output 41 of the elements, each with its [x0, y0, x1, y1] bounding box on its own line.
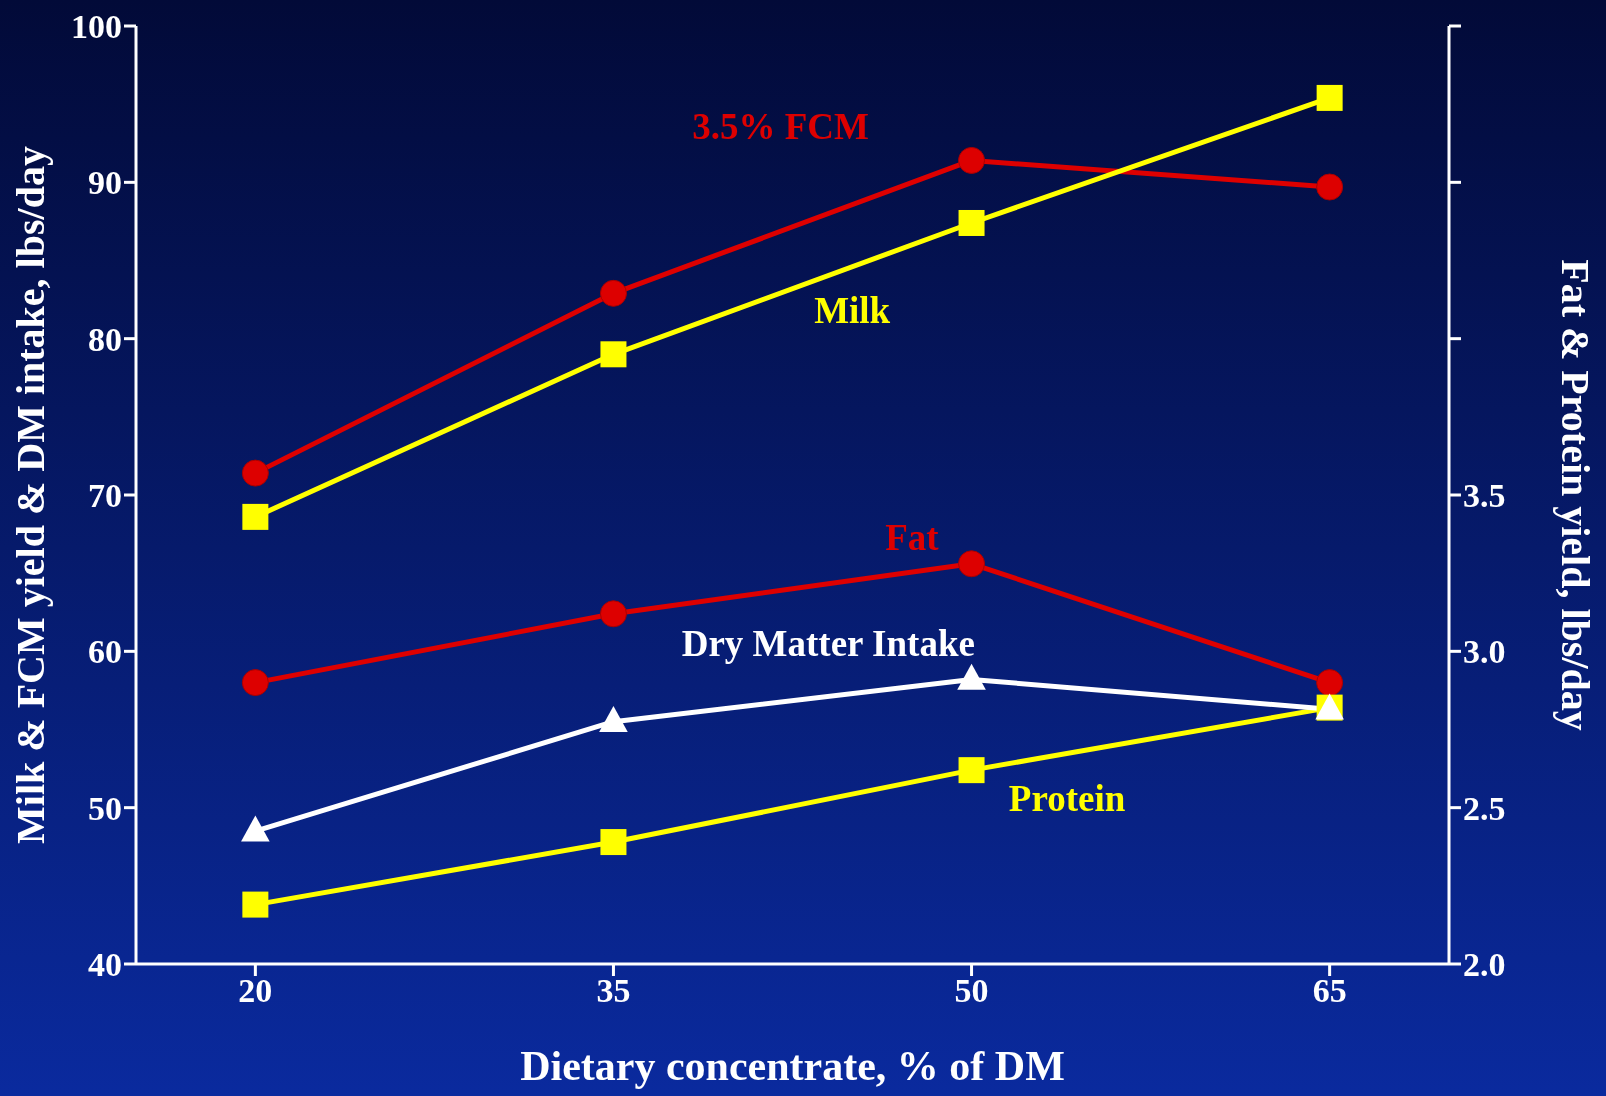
x-tick-label: 50	[954, 972, 989, 1010]
point	[1316, 173, 1344, 201]
y2-tick-label: 2.0	[1463, 946, 1506, 984]
point	[241, 815, 270, 842]
y2-tick-label: 2.5	[1463, 789, 1506, 827]
y-tick-label: 40	[88, 946, 122, 984]
y-tick-label: 70	[88, 477, 122, 515]
point	[241, 459, 269, 487]
point	[957, 663, 986, 690]
point	[241, 669, 269, 697]
y-axis-title: Milk & FCM yield & DM intake, lbs/day	[8, 146, 53, 844]
y2-tick-label: 3.5	[1463, 477, 1506, 515]
point	[958, 757, 985, 784]
series-label: Protein	[1008, 777, 1126, 819]
x-tick-label: 20	[238, 972, 273, 1010]
y-tick-label: 60	[88, 633, 122, 671]
x-tick-label: 35	[596, 972, 631, 1010]
y2-axis-title: Fat & Protein yield, lbs/day	[1553, 259, 1598, 731]
series-label: Milk	[814, 290, 891, 332]
series-label: Fat	[885, 516, 940, 558]
series-label: Dry Matter Intake	[681, 623, 975, 665]
point	[600, 829, 627, 856]
series-label: 3.5% FCM	[692, 105, 869, 147]
point	[958, 209, 985, 236]
y-tick-label: 100	[71, 8, 122, 46]
point	[1316, 669, 1344, 697]
x-axis-title: Dietary concentrate, % of DM	[520, 1043, 1065, 1089]
x-tick-label: 65	[1312, 972, 1347, 1010]
y-tick-label: 80	[88, 320, 122, 358]
point	[600, 341, 627, 368]
point	[958, 550, 986, 578]
point	[242, 891, 269, 918]
point	[958, 146, 986, 174]
point	[599, 600, 627, 628]
point	[599, 706, 628, 733]
y-tick-label: 90	[88, 164, 122, 202]
point	[599, 279, 627, 307]
y2-tick-label: 3.0	[1463, 633, 1506, 671]
point	[242, 503, 269, 530]
y-tick-label: 50	[88, 789, 122, 827]
point	[1316, 84, 1343, 111]
